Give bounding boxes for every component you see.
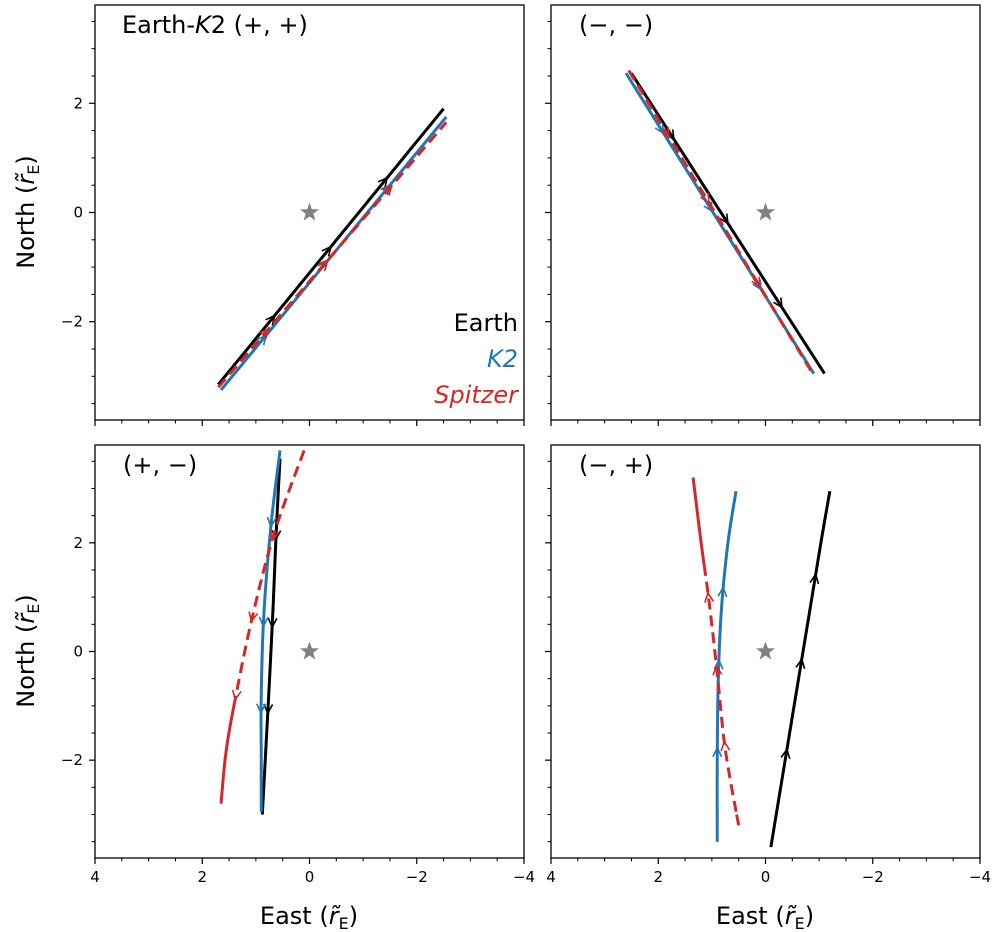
earth-direction-arrow xyxy=(780,747,791,760)
earth-direction-arrow xyxy=(795,657,806,669)
spitzer-direction-arrow xyxy=(712,664,723,676)
earth-direction-arrow xyxy=(263,703,274,716)
y-tick-label: 2 xyxy=(73,534,83,552)
spitzer-direction-arrow xyxy=(318,258,329,270)
k2-direction-arrow xyxy=(712,746,723,758)
spitzer-trajectory xyxy=(627,69,813,372)
spitzer-trajectory-dashed xyxy=(734,811,741,826)
x-tick-label: −2 xyxy=(862,868,884,886)
spitzer-trajectory xyxy=(691,477,706,567)
x-tick-label: −4 xyxy=(969,868,991,886)
y-tick-label: −2 xyxy=(61,751,83,769)
spitzer-direction-arrow xyxy=(382,184,393,196)
spitzer-trajectory xyxy=(219,702,237,804)
lens-star-marker xyxy=(299,202,320,221)
legend-entry-k2: K2 xyxy=(487,345,518,373)
spitzer-direction-arrow xyxy=(248,611,259,624)
spitzer-direction-arrow xyxy=(720,739,731,752)
panel-4: 4 2 0 −2 −4 (−, +) xyxy=(545,444,991,886)
spitzer-direction-arrow xyxy=(751,276,761,289)
x-tick-label: 0 xyxy=(761,868,771,886)
lens-star-marker xyxy=(755,202,776,221)
spitzer-trajectory xyxy=(217,121,448,389)
lens-star-marker xyxy=(755,641,776,660)
spitzer-direction-arrow xyxy=(660,126,670,139)
spitzer-direction-arrow xyxy=(700,192,710,205)
x-tick-label: 4 xyxy=(90,868,100,886)
x-tick-label: 0 xyxy=(305,868,315,886)
y-axis-label: North (r̃E) xyxy=(12,594,43,707)
panel-title: (−, +) xyxy=(579,451,653,479)
k2-trajectory xyxy=(715,490,738,842)
k2-direction-arrow xyxy=(258,616,269,628)
earth-direction-arrow xyxy=(267,617,278,630)
panel-title: Earth-K2 (+, +) xyxy=(122,11,308,39)
spitzer-trajectory-dashed xyxy=(702,566,738,812)
plot-area xyxy=(624,69,826,375)
panel-3: 4 2 0 −2 −4 2 0 −2 (+, −) xyxy=(61,444,535,886)
x-tick-label: −4 xyxy=(513,868,535,886)
plot-area xyxy=(217,107,448,391)
plot-area xyxy=(219,449,306,815)
earth-direction-arrow xyxy=(719,213,729,225)
x-tick-label: 2 xyxy=(653,868,663,886)
earth-trajectory xyxy=(769,490,832,848)
panel-1: 2 0 −2 Earth-K2 (+, +) Earth K2 Spitzer xyxy=(61,4,525,426)
spitzer-trajectory-dashed xyxy=(233,449,306,703)
earth-direction-arrow xyxy=(809,572,820,585)
x-tick-label: 4 xyxy=(546,868,556,886)
x-axis-label: East (r̃E) xyxy=(260,902,358,932)
x-axis-label: East (r̃E) xyxy=(716,902,814,932)
k2-direction-arrow xyxy=(256,703,267,715)
y-tick-label: −2 xyxy=(61,313,83,331)
spitzer-direction-arrow xyxy=(704,591,715,603)
k2-trajectory xyxy=(259,450,282,812)
panel-2: (−, −) xyxy=(545,4,981,426)
x-tick-label: −2 xyxy=(406,868,428,886)
k2-direction-arrow xyxy=(266,516,277,529)
y-tick-label: 0 xyxy=(73,643,83,661)
spitzer-direction-arrow xyxy=(258,327,270,339)
earth-direction-arrow xyxy=(377,176,389,188)
panel-title: (+, −) xyxy=(123,451,197,479)
k2-direction-arrow xyxy=(717,585,728,598)
legend-entry-earth: Earth xyxy=(454,309,518,337)
panel-title: (−, −) xyxy=(579,11,653,39)
legend-entry-spitzer: Spitzer xyxy=(434,381,520,409)
y-tick-label: 2 xyxy=(73,94,83,112)
y-axis-label: North (r̃E) xyxy=(12,155,43,268)
lens-star-marker xyxy=(299,641,320,660)
spitzer-direction-arrow xyxy=(231,689,242,702)
earth-direction-arrow xyxy=(773,297,784,310)
spitzer-direction-arrow xyxy=(269,530,280,542)
x-tick-label: 2 xyxy=(197,868,207,886)
plot-area xyxy=(691,477,832,848)
earth-trajectory xyxy=(260,458,282,815)
y-tick-label: 0 xyxy=(73,204,83,222)
earth-direction-arrow xyxy=(321,245,333,257)
